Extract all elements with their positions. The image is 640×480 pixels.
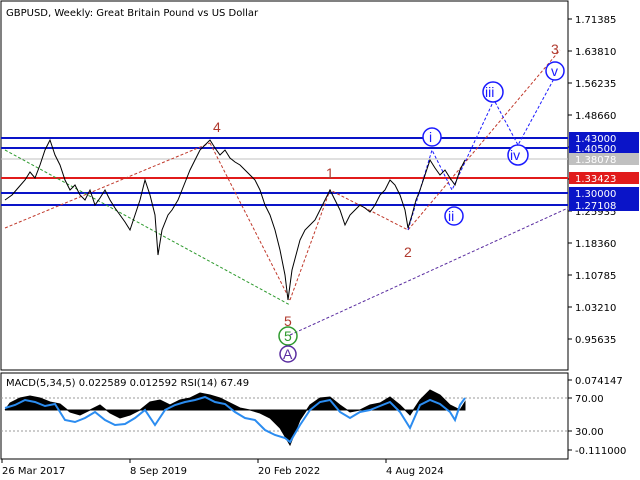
wave-circle-a [279,345,297,363]
price-box-label: 1.38078 [575,155,616,166]
price-box-label: 1.27108 [575,201,616,212]
wave-circle-iii [482,81,504,103]
macd-histogram [4,389,466,447]
rsi-line [4,395,466,444]
price-box [569,199,639,211]
price-box [569,153,639,165]
price-box [569,187,639,199]
wave-circle-iv [507,144,529,166]
wave-circle-5 [278,326,298,346]
trendline-green [4,149,291,306]
price-tick-label: 1.71385 [575,15,616,26]
price-tick-label: 1.56235 [575,79,616,90]
time-tick-label: 20 Feb 2022 [258,466,320,477]
wave-label-4: 4 [213,119,221,135]
price-tick-label: 1.10785 [575,271,616,282]
price-tick-label: 1.03210 [575,303,616,314]
price-box [569,142,639,154]
trendline-purple [289,207,569,336]
wave-path-blue [407,74,557,231]
price-box-label: 1.40500 [575,144,616,155]
indicator-tick-label: 70.00 [575,394,604,405]
price-box [569,132,639,144]
time-tick-label: 4 Aug 2024 [386,466,444,477]
price-tick-label: 1.63810 [575,47,616,58]
price-box-label: 1.33423 [575,174,616,185]
indicator-label: MACD(5,34,5) 0.022589 0.012592 RSI(14) 6… [6,378,249,389]
wave-label-v: v [551,63,558,79]
wave-label-2: 2 [404,244,412,260]
indicator-tick-label: -0.111000 [575,446,626,457]
wave-circle-ii [444,206,464,226]
price-box-label: 1.43000 [575,134,616,145]
price-series [4,138,466,301]
wave-label-5-green: 5 [284,328,292,344]
wave-label-1: 1 [326,165,334,181]
trendline-red-upper [4,142,211,229]
indicator-axis: 0.074147 70.00 30.00 -0.111000 [568,376,626,457]
price-tick-label: 1.48660 [575,111,616,122]
main-panel [0,0,569,371]
wave-label-iv: iv [510,147,520,163]
price-box [569,172,639,184]
wave-label-iii: iii [485,84,494,100]
price-tick-label: 0.95635 [575,335,616,346]
wave-label-i: i [429,129,432,145]
time-tick-label: 8 Sep 2019 [130,466,187,477]
indicator-tick-label: 30.00 [575,427,604,438]
time-axis: 26 Mar 2017 8 Sep 2019 20 Feb 2022 4 Aug 20… [1,459,444,477]
indicator-tick-label: 0.074147 [575,376,623,387]
wave-label-ii: ii [448,208,454,224]
wave-path-red-1 [209,142,291,301]
price-tick-label: 1.25935 [575,207,616,218]
price-box-label: 1.30000 [575,189,616,200]
wave-label-5: 5 [284,313,292,329]
wave-path-red-2 [289,49,561,301]
price-tick-label: 1.18360 [575,239,616,250]
wave-circle-i [422,127,442,147]
wave-circle-v [545,61,565,81]
wave-label-a: A [283,346,293,362]
wave-label-3: 3 [551,41,559,57]
time-tick-label: 26 Mar 2017 [2,466,65,477]
chart-title: GBPUSD, Weekly: Great Britain Pound vs U… [6,8,259,19]
